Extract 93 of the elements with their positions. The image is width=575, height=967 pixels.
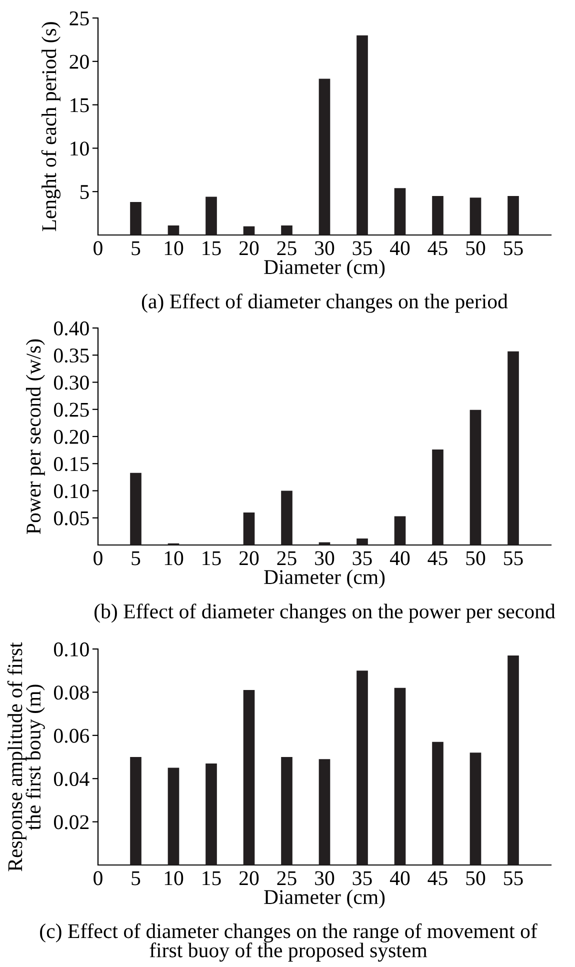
bar — [470, 410, 482, 545]
bar — [394, 688, 406, 865]
x-tick-label: 40 — [390, 551, 410, 566]
x-tick-label: 35 — [352, 871, 372, 886]
bar — [432, 196, 444, 235]
y-tick-label: 15 — [70, 98, 89, 112]
x-tick-label: 50 — [466, 551, 486, 566]
bar — [470, 198, 482, 235]
x-tick-label: 30 — [315, 241, 334, 256]
x-axis-title: Diameter (cm) — [264, 259, 385, 278]
y-tick-label: 0.10 — [54, 642, 89, 657]
x-tick-label: 15 — [202, 551, 221, 566]
y-tick-label: 0.25 — [54, 402, 89, 417]
y-tick-label: 0.04 — [54, 772, 90, 786]
bar — [243, 690, 255, 865]
x-tick-label: 55 — [504, 551, 523, 566]
y-tick-label: 5 — [80, 185, 89, 200]
bar — [281, 225, 292, 235]
x-tick-label: 50 — [466, 871, 486, 886]
x-tick-label: 45 — [428, 551, 448, 566]
y-tick-label: 0.10 — [54, 484, 89, 498]
y-tick-label: 0.35 — [54, 348, 89, 363]
bar — [394, 188, 406, 235]
bar — [356, 35, 368, 235]
bar — [168, 225, 180, 235]
x-tick-label: 30 — [315, 551, 334, 566]
x-tick-label: 55 — [504, 871, 523, 886]
x-tick-label: 45 — [428, 871, 448, 886]
x-tick-label: 25 — [277, 241, 296, 256]
x-axis-title: Diameter (cm) — [264, 889, 385, 908]
x-tick-label: 0 — [94, 551, 102, 566]
x-tick-label: 20 — [240, 551, 259, 566]
bar — [356, 538, 368, 545]
x-tick-label: 5 — [132, 241, 140, 256]
text: (b) Effect of diameter changes on the power per second — [94, 604, 556, 623]
bar — [394, 516, 406, 545]
x-tick-label: 35 — [352, 241, 372, 256]
bar — [130, 202, 142, 235]
x-tick-label: 40 — [390, 241, 410, 256]
text: (c) Effect of diameter changes on the range of movement of first buoy of the proposed system — [40, 923, 538, 962]
x-tick-label: 5 — [132, 871, 140, 886]
x-tick-label: 15 — [202, 871, 221, 886]
y-tick-label: 0.15 — [54, 457, 89, 472]
y-tick-label: 20 — [70, 54, 89, 69]
x-tick-label: 35 — [352, 551, 372, 566]
x-tick-label: 10 — [164, 871, 184, 886]
y-tick-label: 0.08 — [54, 686, 89, 700]
y-tick-label: 25 — [70, 11, 89, 26]
y-axis-title: Power per second (w/s) — [26, 339, 45, 534]
x-tick-label: 10 — [164, 551, 184, 566]
y-tick-label: 10 — [70, 142, 89, 156]
bar — [168, 768, 180, 865]
y-axis-title: Lenght of each period (s) — [41, 22, 60, 232]
bar — [356, 670, 368, 865]
x-tick-label: 0 — [94, 241, 102, 256]
x-tick-label: 15 — [202, 241, 221, 256]
x-tick-label: 45 — [428, 241, 448, 256]
bar — [432, 450, 444, 545]
bar — [432, 742, 444, 865]
bar — [508, 196, 519, 235]
x-tick-label: 10 — [164, 241, 184, 256]
bar — [206, 763, 217, 865]
x-tick-label: 0 — [94, 871, 102, 886]
bar — [243, 226, 255, 235]
x-tick-label: 55 — [504, 241, 523, 256]
bar — [470, 752, 482, 865]
bar — [508, 351, 519, 545]
y-tick-label: 0.02 — [54, 815, 89, 830]
bar — [508, 655, 519, 865]
x-tick-label: 30 — [315, 871, 334, 886]
y-tick-label: 0.05 — [54, 511, 89, 526]
x-axis-title: Diameter (cm) — [264, 569, 385, 588]
x-tick-label: 50 — [466, 241, 486, 256]
y-tick-label: 0.20 — [54, 430, 89, 444]
x-tick-label: 25 — [277, 551, 296, 566]
y-tick-label: 0.06 — [54, 728, 90, 743]
bar — [281, 490, 292, 545]
bar — [281, 757, 292, 865]
x-tick-label: 25 — [277, 871, 296, 886]
x-tick-label: 5 — [132, 551, 140, 566]
y-tick-label: 0.40 — [54, 321, 89, 336]
bar — [318, 78, 330, 235]
bar — [130, 472, 142, 545]
bar — [206, 196, 217, 235]
bar — [318, 759, 330, 865]
x-tick-label: 20 — [240, 241, 259, 256]
x-tick-label: 20 — [240, 871, 259, 886]
text: (a) Effect of diameter changes on the period — [142, 294, 508, 313]
y-axis-title: Response amplitude of first the first bouy (m) — [7, 642, 45, 872]
y-tick-label: 0.30 — [54, 376, 89, 390]
x-tick-label: 40 — [390, 871, 410, 886]
bar — [130, 757, 142, 865]
bar — [243, 512, 255, 545]
